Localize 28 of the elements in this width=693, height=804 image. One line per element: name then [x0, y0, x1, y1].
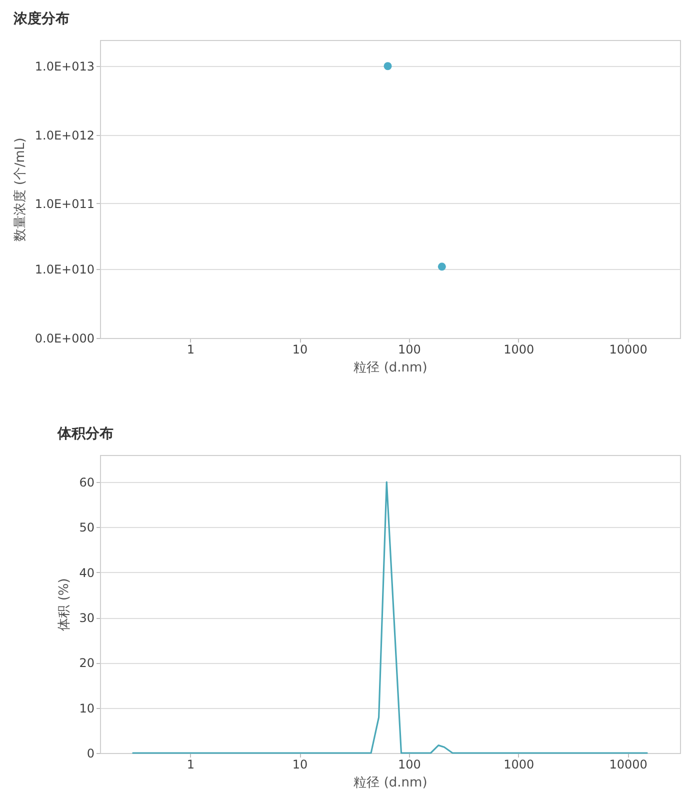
x-axis-title: 粒径 (d.nm) — [354, 360, 428, 376]
x-tick-label: 100 — [398, 758, 421, 772]
y-tick-label: 0.0E+000 — [34, 332, 94, 346]
x-tick-label: 10000 — [609, 342, 648, 356]
x-tick-label: 1 — [186, 342, 194, 356]
x-tick-label: 1000 — [504, 758, 534, 772]
y-tick-label: 1.0E+010 — [34, 262, 94, 277]
x-tick-label: 100 — [398, 342, 421, 356]
x-tick-label: 10 — [292, 342, 308, 356]
y-tick-label: 0 — [86, 746, 94, 760]
y-tick-label: 1.0E+013 — [34, 60, 94, 74]
y-tick-label: 10 — [79, 701, 94, 716]
y-tick-label: 20 — [79, 656, 94, 670]
chart-title: 体积分布 — [56, 426, 114, 442]
x-tick-label: 10000 — [609, 758, 648, 772]
y-axis-title: 体积 (%) — [57, 578, 72, 631]
y-axis-title: 数量浓度 (个/mL) — [12, 138, 28, 242]
y-tick-label: 60 — [79, 476, 94, 490]
y-tick-label: 40 — [79, 566, 94, 580]
chart-title: 浓度分布 — [12, 10, 70, 27]
x-axis-title: 粒径 (d.nm) — [354, 776, 428, 790]
y-tick-label: 30 — [79, 611, 94, 626]
x-tick-label: 1 — [186, 758, 194, 772]
x-tick-label: 1000 — [504, 342, 534, 356]
x-tick-label: 10 — [292, 758, 308, 772]
y-tick-label: 50 — [79, 520, 94, 535]
y-tick-label: 1.0E+011 — [34, 196, 94, 211]
y-tick-label: 1.0E+012 — [34, 128, 94, 142]
